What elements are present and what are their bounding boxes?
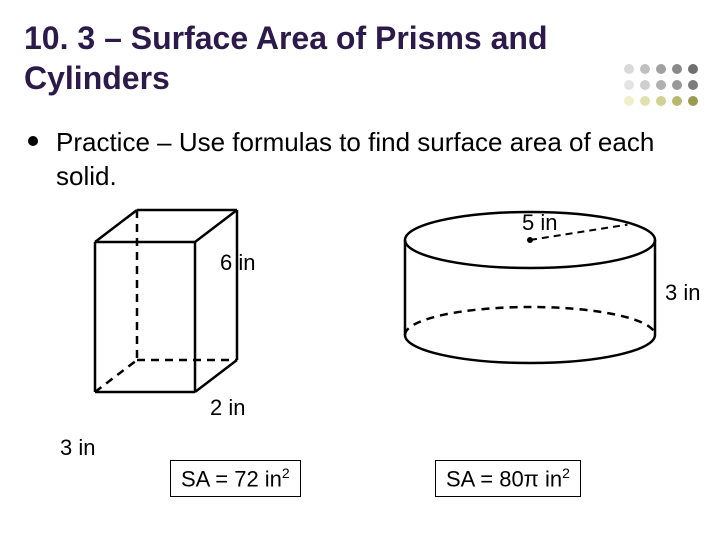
prism-width-label: 2 in	[210, 395, 245, 421]
prism-diagram	[20, 200, 280, 400]
prism-depth-label: 3 in	[60, 435, 95, 461]
bullet-icon	[28, 136, 38, 146]
cylinder-answer-exp: 2	[562, 465, 570, 481]
cylinder-answer: SA = 80π in2	[435, 460, 581, 497]
body-text: Practice – Use formulas to find surface …	[56, 126, 692, 194]
decorative-dots	[624, 64, 700, 108]
prism-height-label: 6 in	[220, 250, 255, 276]
cylinder-answer-text: SA = 80π in	[446, 466, 562, 491]
bullet-item: Practice – Use formulas to find surface …	[0, 98, 720, 194]
cylinder-radius-label: 5 in	[522, 210, 557, 236]
prism-answer-text: SA = 72 in	[181, 466, 282, 491]
slide-title: 10. 3 – Surface Area of Prisms and Cylin…	[0, 0, 720, 98]
diagram-area: 6 in 2 in 3 in SA = 72 in2 5 in 3 in SA …	[0, 200, 720, 540]
prism-answer: SA = 72 in2	[170, 460, 301, 497]
cylinder-height-label: 3 in	[665, 280, 700, 306]
prism-answer-exp: 2	[282, 465, 290, 481]
